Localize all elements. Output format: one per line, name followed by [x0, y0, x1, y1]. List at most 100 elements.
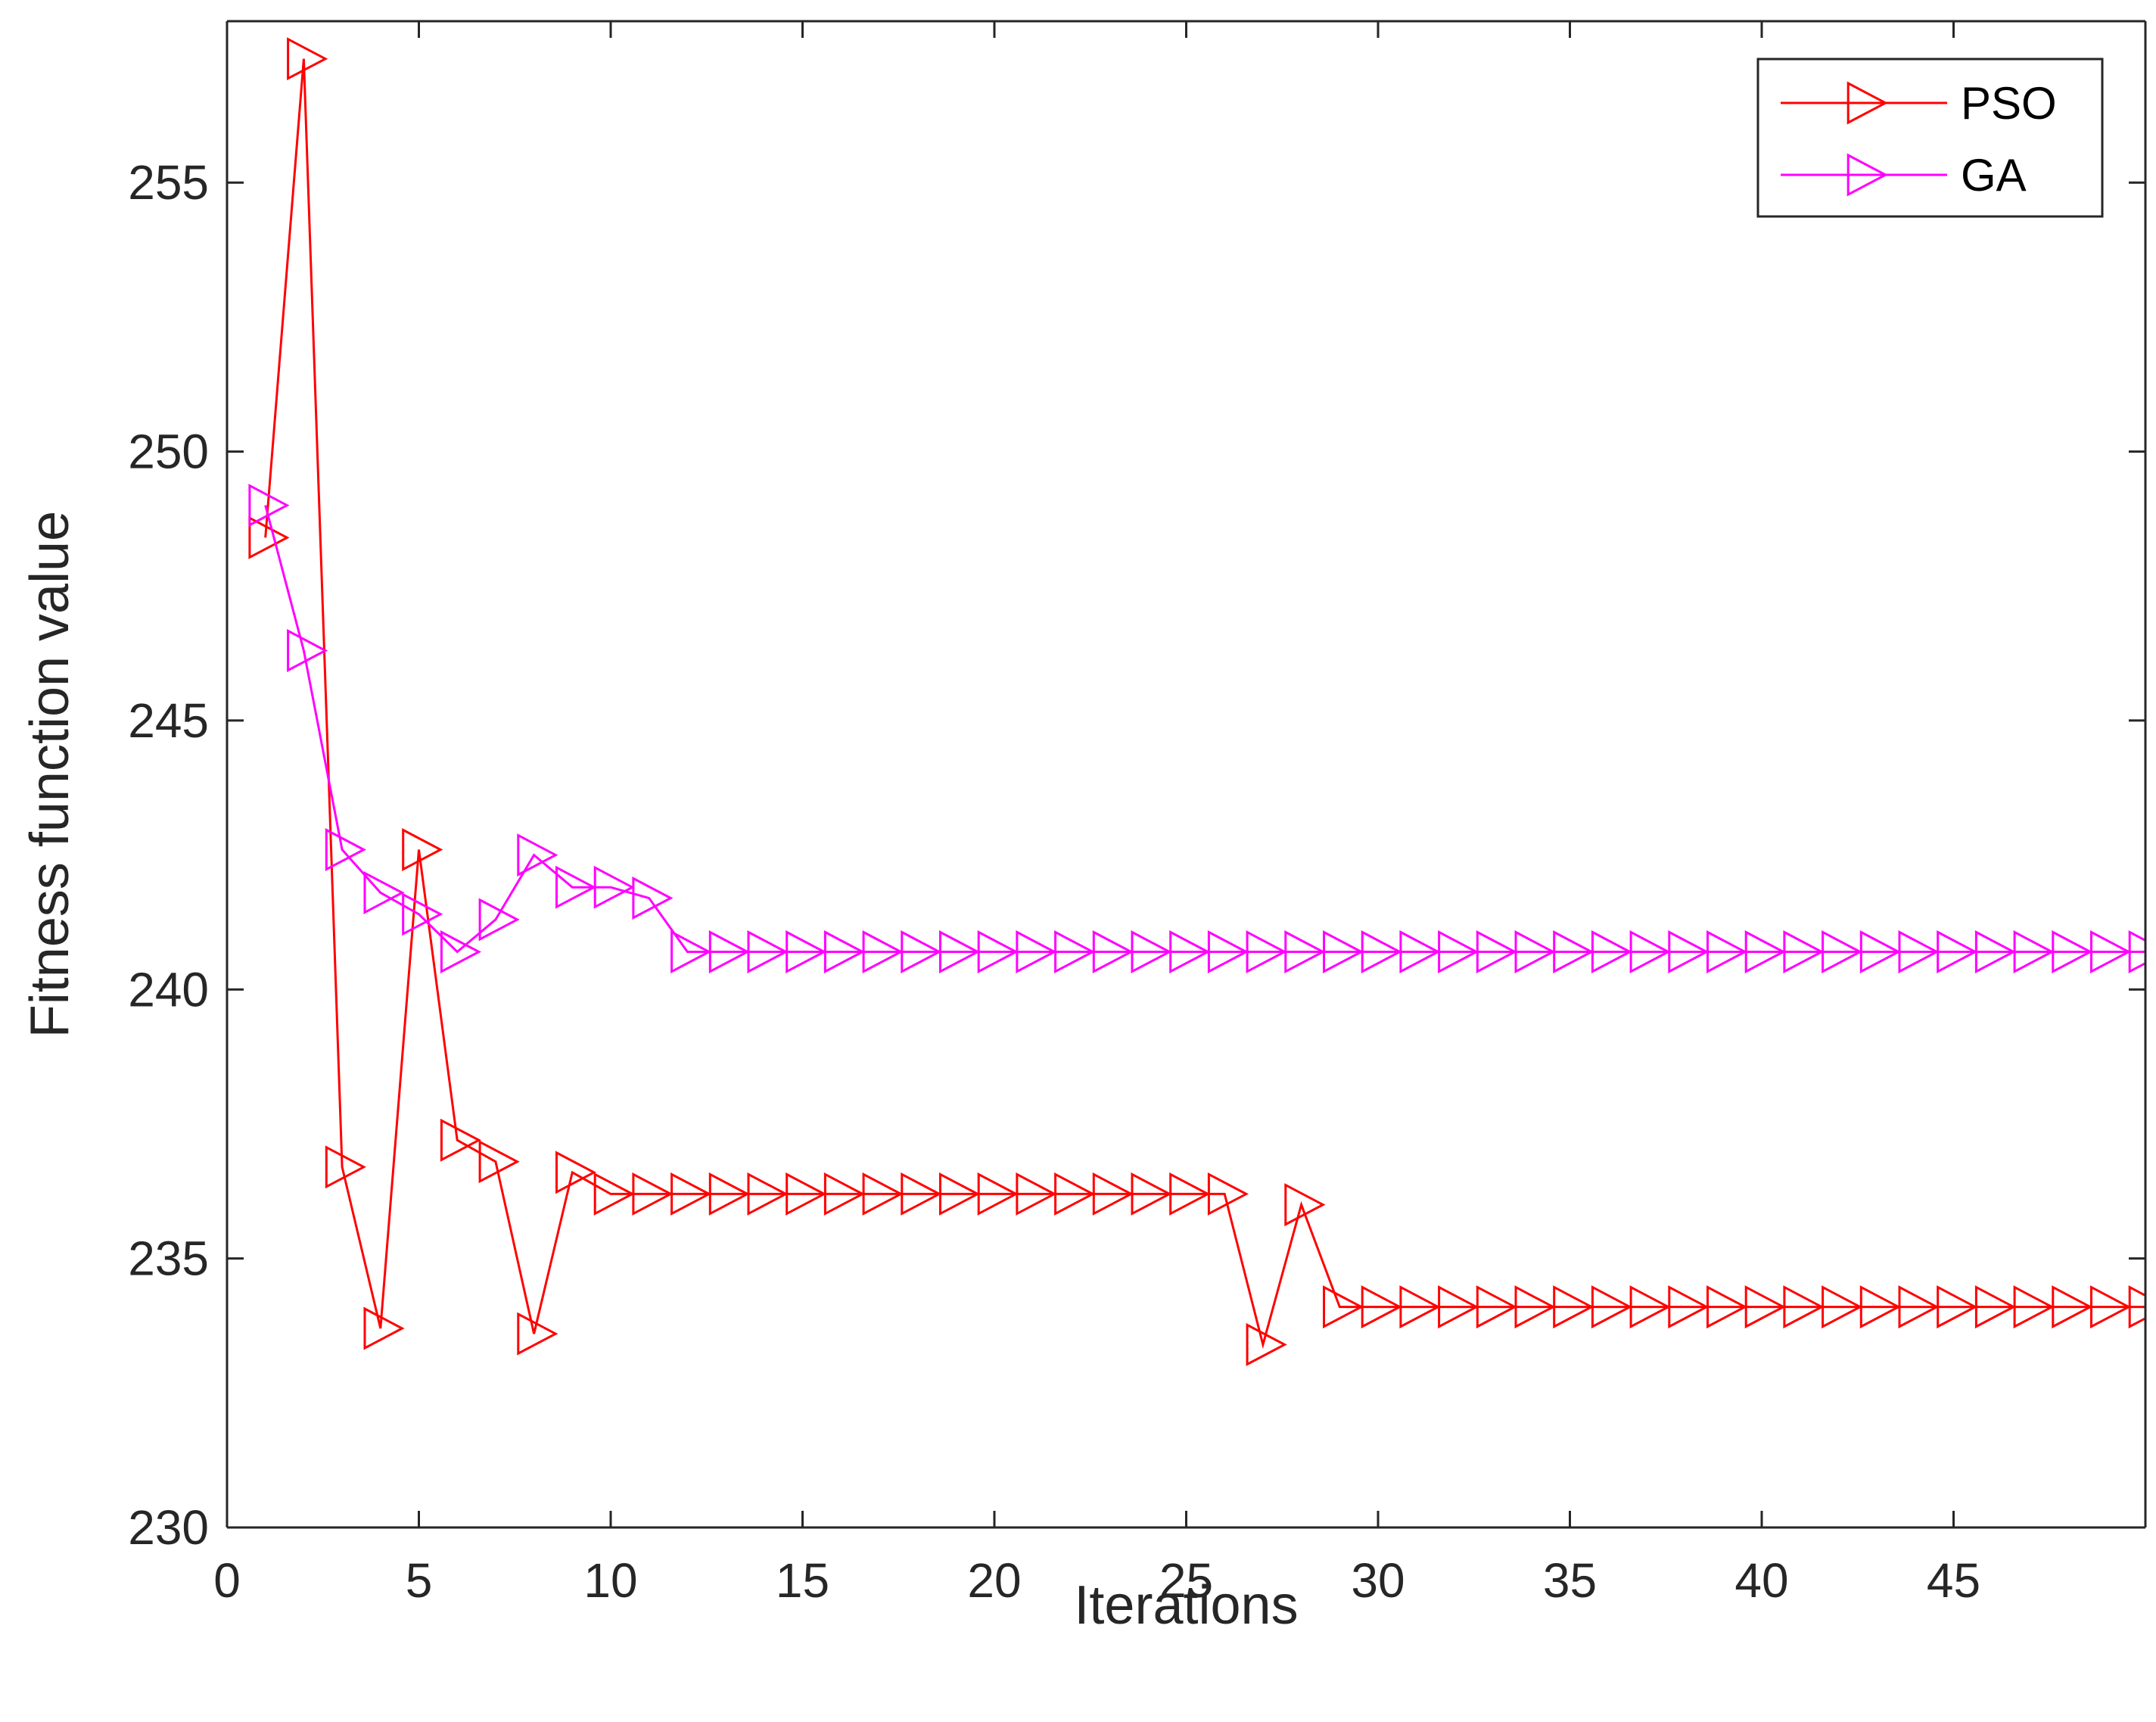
legend-entry-ga: GA	[1781, 150, 2027, 201]
data-point	[1591, 1285, 1633, 1329]
data-point	[287, 629, 328, 672]
data-point	[862, 1172, 904, 1216]
data-point	[1016, 930, 1057, 973]
data-point	[1898, 930, 1940, 973]
x-tick-label: 45	[1927, 1553, 1980, 1608]
y-tick-label: 230	[128, 1500, 209, 1555]
x-tick-label: 25	[1159, 1553, 1213, 1608]
ticks-layer: 0 5 10 15 20 25 30 35 40 45 230 235 240 245 250 255	[128, 21, 2145, 1608]
data-point	[1361, 930, 1402, 973]
data-point	[1898, 1285, 1940, 1329]
plot-area	[227, 21, 2145, 1527]
plot-background	[227, 21, 2145, 1527]
legend-label: PSO	[1961, 78, 2057, 129]
x-tick-label: 35	[1543, 1553, 1597, 1608]
data-point	[670, 1172, 712, 1216]
data-point	[2013, 1285, 2055, 1329]
data-point	[478, 898, 520, 942]
data-point	[517, 1312, 558, 1356]
legend: PSO GA	[1756, 58, 2104, 218]
data-point	[823, 1172, 866, 1216]
data-point	[440, 1118, 482, 1162]
x-tick-label: 20	[967, 1553, 1021, 1608]
legend-entry-pso: PSO	[1781, 78, 2057, 129]
data-point	[1131, 1172, 1172, 1216]
data-point	[670, 930, 712, 973]
y-tick-label: 240	[128, 962, 209, 1017]
data-point	[1859, 930, 1901, 973]
data-point	[325, 828, 366, 871]
data-point	[632, 1172, 674, 1216]
data-point	[1783, 1285, 1825, 1329]
data-point	[1246, 1322, 1287, 1366]
data-point	[1514, 1285, 1556, 1329]
y-axis-label: Fitness function value	[20, 511, 80, 1038]
data-point	[1591, 930, 1633, 973]
data-point	[363, 870, 405, 914]
data-point	[1553, 1285, 1594, 1329]
data-point	[1438, 1285, 1479, 1329]
data-point	[1974, 930, 2017, 973]
data-point	[1629, 1285, 1671, 1329]
data-point	[593, 865, 635, 909]
data-point	[939, 1172, 981, 1216]
data-point	[1246, 930, 1287, 973]
data-point	[1706, 930, 1748, 973]
x-tick-label: 30	[1351, 1553, 1405, 1608]
data-point	[1476, 930, 1517, 973]
x-axis-label: Iterations	[1074, 1575, 1298, 1636]
data-point	[2052, 930, 2093, 973]
data-point	[862, 930, 904, 973]
data-point	[977, 1172, 1019, 1216]
data-point	[325, 1145, 366, 1189]
data-point	[977, 930, 1019, 973]
data-point	[1092, 1172, 1134, 1216]
data-point	[747, 1172, 789, 1216]
legend-marker	[1846, 153, 1888, 197]
x-tick-label: 15	[776, 1553, 829, 1608]
x-tick-label: 10	[583, 1553, 637, 1608]
data-point	[248, 515, 290, 559]
series-ga	[248, 484, 2145, 973]
x-tick-label: 0	[213, 1553, 241, 1608]
data-point	[1822, 1285, 1863, 1329]
data-point	[1323, 930, 1364, 973]
data-point	[1054, 930, 1096, 973]
data-point	[1706, 1285, 1748, 1329]
x-tick-label: 40	[1734, 1553, 1788, 1608]
data-point	[555, 1151, 597, 1194]
data-point	[1207, 1172, 1249, 1216]
data-point	[248, 484, 290, 528]
data-point	[1284, 1183, 1326, 1227]
data-point	[939, 930, 981, 973]
data-point	[1399, 930, 1441, 973]
data-point	[2090, 1285, 2132, 1329]
data-point	[1668, 930, 1710, 973]
series-pso	[248, 37, 2145, 1366]
data-point	[1169, 1172, 1211, 1216]
data-point	[1361, 1285, 1402, 1329]
data-point	[1476, 1285, 1517, 1329]
data-point	[1974, 1285, 2017, 1329]
data-point	[1937, 1285, 1978, 1329]
series-line-pso	[264, 58, 2145, 1350]
data-point	[1553, 930, 1594, 973]
x-tick-label: 5	[406, 1553, 433, 1608]
data-point	[823, 930, 866, 973]
data-point	[287, 37, 328, 81]
data-point	[1092, 930, 1134, 973]
data-point	[1169, 930, 1211, 973]
data-point	[2128, 930, 2145, 973]
series-line-ga	[264, 505, 2145, 954]
data-point	[1744, 930, 1786, 973]
y-tick-label: 245	[128, 693, 209, 748]
data-point	[747, 930, 789, 973]
data-point	[1016, 1172, 1057, 1216]
data-point	[1131, 930, 1172, 973]
data-point	[363, 1306, 405, 1350]
data-point	[2013, 930, 2055, 973]
legend-label: GA	[1961, 150, 2027, 201]
data-point	[1438, 930, 1479, 973]
data-point	[1323, 1285, 1364, 1329]
